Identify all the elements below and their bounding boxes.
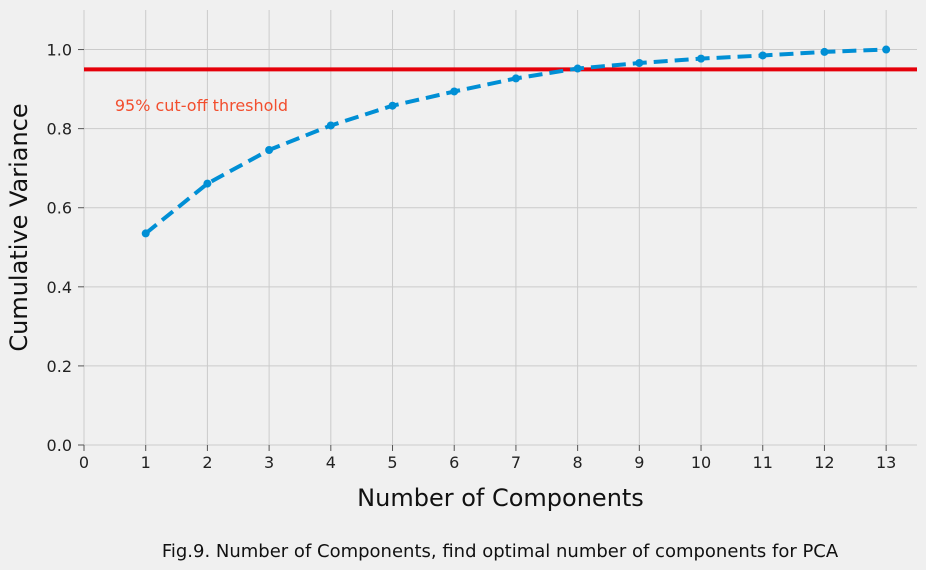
x-tick-label: 3 — [264, 453, 274, 472]
x-tick-label: 2 — [202, 453, 212, 472]
data-point — [141, 229, 150, 238]
x-tick-label: 7 — [511, 453, 521, 472]
y-tick-label: 0.8 — [47, 120, 72, 139]
x-tick-label: 12 — [814, 453, 834, 472]
data-point — [388, 101, 397, 110]
x-tick-label: 8 — [573, 453, 583, 472]
y-tick-label: 0.2 — [47, 357, 72, 376]
threshold-label: 95% cut-off threshold — [115, 96, 288, 115]
y-tick-label: 1.0 — [47, 41, 72, 60]
y-tick-label: 0.0 — [47, 436, 72, 455]
x-axis-label: Number of Components — [357, 484, 644, 512]
x-tick-label: 4 — [326, 453, 336, 472]
data-point — [203, 179, 212, 188]
data-point — [265, 145, 274, 154]
data-point — [326, 121, 335, 130]
data-point — [450, 87, 459, 96]
x-tick-label: 0 — [79, 453, 89, 472]
y-tick-label: 0.4 — [47, 278, 72, 297]
y-axis-label: Cumulative Variance — [5, 103, 33, 351]
data-point — [511, 74, 520, 83]
data-point — [635, 58, 644, 67]
data-point — [820, 47, 829, 56]
data-point — [758, 51, 767, 60]
y-ticks: 0.0 0.2 0.4 0.6 0.8 1.0 — [47, 41, 84, 455]
x-tick-label: 9 — [634, 453, 644, 472]
series-points — [141, 45, 891, 238]
x-tick-label: 6 — [449, 453, 459, 472]
x-tick-label: 5 — [387, 453, 397, 472]
x-tick-label: 1 — [141, 453, 151, 472]
x-tick-label: 11 — [753, 453, 773, 472]
x-tick-label: 13 — [876, 453, 896, 472]
figure-caption: Fig.9. Number of Components, find optima… — [161, 541, 839, 562]
y-tick-label: 0.6 — [47, 199, 72, 218]
data-point — [882, 45, 891, 54]
data-point — [697, 54, 706, 63]
x-ticks: 0 1 2 3 4 5 6 7 8 9 10 11 12 13 — [79, 445, 896, 472]
grid — [83, 10, 917, 446]
data-point — [573, 64, 582, 73]
x-tick-label: 10 — [691, 453, 711, 472]
